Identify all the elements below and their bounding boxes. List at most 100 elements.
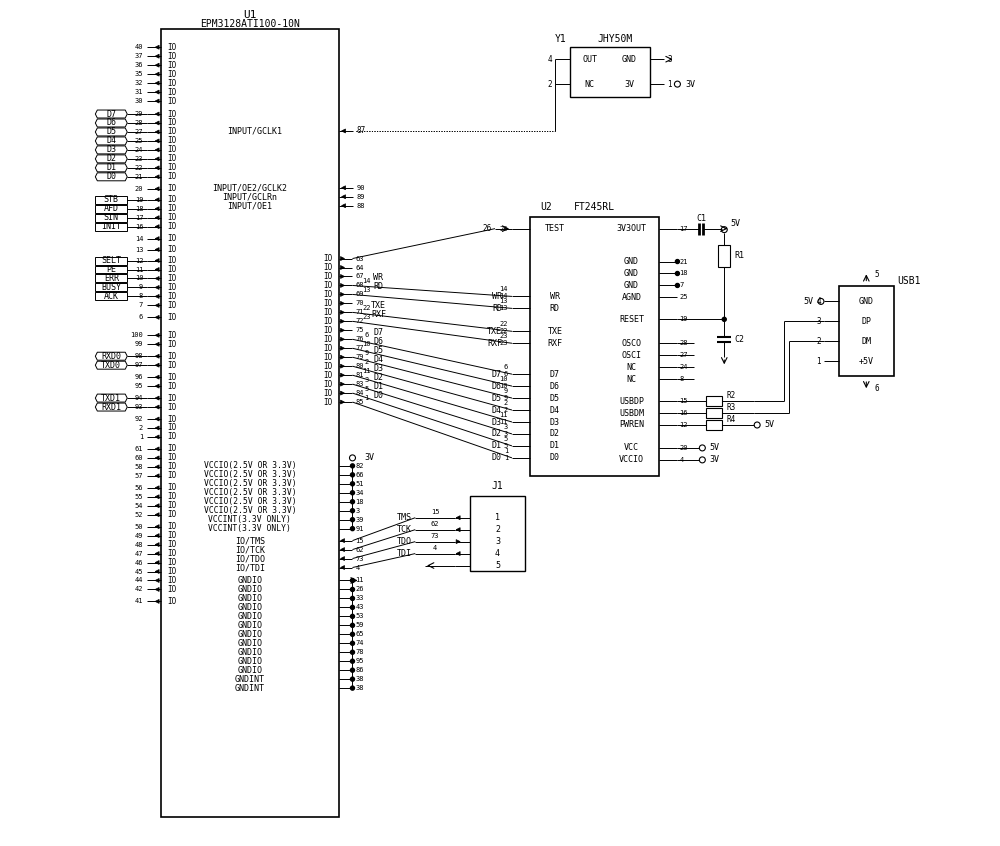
Text: 18: 18 [679,271,688,277]
Text: IO: IO [167,540,177,549]
Text: 6: 6 [504,364,508,371]
Text: WR: WR [492,292,502,301]
Text: INPUT/GCLK1: INPUT/GCLK1 [227,126,282,135]
Text: IO: IO [167,128,177,136]
Text: 34: 34 [355,490,364,496]
Polygon shape [155,456,159,460]
Polygon shape [155,99,159,103]
Text: IO: IO [167,313,177,321]
Polygon shape [155,525,159,529]
Text: IO: IO [323,362,332,371]
Text: ERR: ERR [104,274,119,283]
Text: 54: 54 [135,503,143,508]
Text: IO: IO [167,352,177,360]
Text: IO: IO [167,222,177,231]
Text: IO: IO [167,265,177,274]
Text: 51: 51 [355,481,364,486]
Text: D1: D1 [492,442,502,450]
Polygon shape [155,587,159,591]
Polygon shape [342,129,346,133]
Text: NC: NC [585,80,595,89]
Text: 10: 10 [135,276,143,282]
Text: D3: D3 [550,418,560,426]
Polygon shape [155,63,159,67]
Text: 24: 24 [679,364,688,371]
Text: IO: IO [167,274,177,283]
Text: 82: 82 [355,463,364,469]
Polygon shape [341,283,345,288]
Circle shape [350,651,354,654]
Polygon shape [155,464,159,469]
Text: GND: GND [622,55,637,63]
Text: 9: 9 [504,395,508,401]
Text: 9: 9 [139,284,143,290]
Text: IO: IO [167,415,177,424]
Text: 68: 68 [355,283,364,288]
Text: 52: 52 [135,512,143,518]
Polygon shape [155,569,159,574]
Text: 22: 22 [499,321,508,327]
Text: IO: IO [167,393,177,403]
Text: SIN: SIN [104,213,119,222]
Text: D4: D4 [492,405,502,415]
Text: IO: IO [323,335,332,343]
Text: 3: 3 [364,377,369,383]
Text: R2: R2 [726,391,736,399]
Text: 94: 94 [135,395,143,401]
Text: IO: IO [167,195,177,204]
Text: RXD0: RXD0 [101,352,121,360]
Polygon shape [155,495,159,499]
Text: 16: 16 [679,410,688,416]
Polygon shape [155,277,159,281]
Polygon shape [155,542,159,547]
Polygon shape [341,266,345,270]
Text: IO: IO [323,317,332,326]
Text: 1: 1 [139,434,143,440]
Text: GNDIO: GNDIO [237,594,262,603]
Polygon shape [155,579,159,583]
Polygon shape [155,294,159,299]
Text: 88: 88 [356,203,365,209]
Text: SELT: SELT [101,256,121,265]
Polygon shape [456,516,460,519]
Text: D0: D0 [106,173,116,181]
Text: IO/TCK: IO/TCK [235,545,265,554]
Polygon shape [155,534,159,537]
Polygon shape [341,301,345,305]
Text: IO: IO [167,522,177,531]
Text: 2: 2 [495,525,500,534]
Polygon shape [456,540,460,544]
Text: 14: 14 [499,294,508,299]
Text: 7: 7 [679,283,684,288]
Text: IO: IO [167,453,177,463]
Polygon shape [155,157,159,161]
Polygon shape [341,400,345,404]
Text: IO: IO [323,343,332,353]
Text: 14: 14 [499,287,508,293]
Text: 27: 27 [679,352,688,358]
Text: 26: 26 [499,226,508,232]
Polygon shape [456,528,460,531]
Bar [95,214,127,222]
Polygon shape [155,447,159,451]
Text: IO: IO [167,471,177,481]
Bar [95,274,127,283]
Text: 17: 17 [135,215,143,221]
Text: 85: 85 [355,399,364,405]
Text: 2: 2 [816,337,821,346]
Polygon shape [155,474,159,478]
Text: 95: 95 [135,383,143,389]
Text: 87: 87 [356,126,366,135]
Text: 19: 19 [135,197,143,203]
Text: 65: 65 [355,631,364,637]
Text: C2: C2 [734,335,744,343]
Text: AFD: AFD [104,204,119,213]
Text: 14: 14 [135,235,143,242]
Text: D0: D0 [492,453,502,463]
Text: 26: 26 [483,224,492,233]
Text: U2: U2 [540,201,552,212]
Text: D6: D6 [550,382,560,391]
Text: PE: PE [106,265,116,274]
Text: D7: D7 [373,327,383,337]
Text: 3: 3 [504,424,508,430]
